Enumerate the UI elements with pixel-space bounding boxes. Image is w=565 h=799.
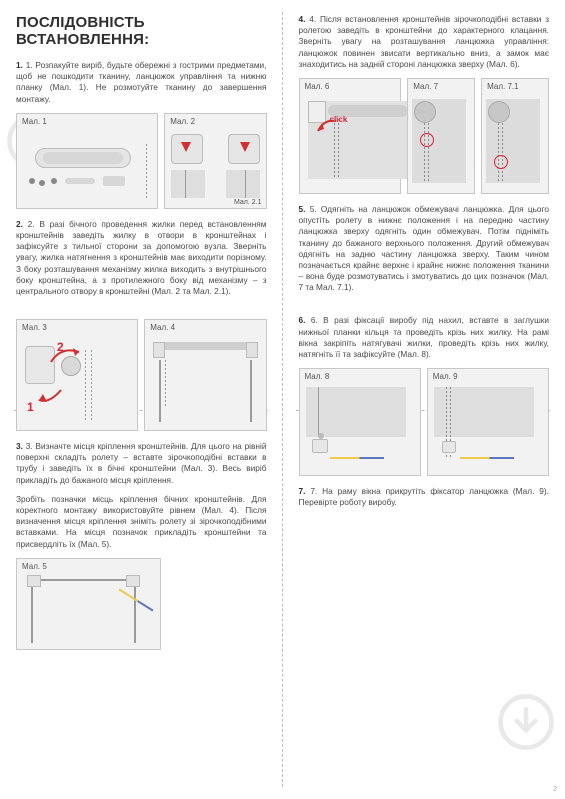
- figure-8-caption: Мал. 8: [305, 372, 330, 381]
- figure-row-r1: Мал. 6 click Мал. 7 Мал. 7.1: [299, 78, 550, 194]
- step-4-text: 4. 4. Після встановлення кронштейнів зір…: [299, 14, 550, 70]
- figure-1: Мал. 1: [16, 113, 158, 209]
- figure-21-caption: Мал. 2.1: [234, 199, 262, 206]
- figure-3: Мал. 3 2 1: [16, 319, 138, 431]
- step-7-text: 7. 7. На раму вікна прикрутіть фіксатор …: [299, 486, 550, 508]
- figure-4: Мал. 4: [144, 319, 266, 431]
- arrow-1-label: 1: [27, 400, 34, 414]
- step-5-text: 5. 5. Одягніть на ланцюжок обмежувачі ла…: [299, 204, 550, 294]
- figure-71: Мал. 7.1: [481, 78, 549, 194]
- left-column: ПОСЛІДОВНІСТЬ ВСТАНОВЛЕННЯ: 1. 1. Розпак…: [0, 0, 283, 799]
- figure-7: Мал. 7: [407, 78, 475, 194]
- figure-3-caption: Мал. 3: [22, 323, 47, 332]
- step-3b-text: Зробіть позначки місць кріплення бічних …: [16, 494, 267, 550]
- page-title: ПОСЛІДОВНІСТЬ ВСТАНОВЛЕННЯ:: [16, 14, 267, 48]
- step-1-text: 1. 1. Розпакуйте виріб, будьте обережні …: [16, 60, 267, 105]
- figure-5: Мал. 5: [16, 558, 161, 650]
- figure-71-caption: Мал. 7.1: [487, 82, 518, 91]
- figure-row-2: Мал. 3 2 1 Мал. 4: [16, 319, 267, 431]
- figure-8: Мал. 8: [299, 368, 421, 476]
- figure-9: Мал. 9: [427, 368, 549, 476]
- figure-2-caption: Мал. 2: [170, 117, 195, 126]
- page-number: 2: [553, 786, 557, 793]
- figure-2: Мал. 2 Мал. 2.1: [164, 113, 266, 209]
- figure-row-3: Мал. 5: [16, 558, 267, 650]
- step-2-text: 2. 2. В разі бічного проведення жилки пе…: [16, 219, 267, 297]
- step-3a-text: 3. 3. Визначте місця кріплення кронштейн…: [16, 441, 267, 486]
- figure-6-caption: Мал. 6: [305, 82, 330, 91]
- figure-6: Мал. 6 click: [299, 78, 402, 194]
- step-6-text: 6. 6. В разі фіксації виробу під нахил, …: [299, 315, 550, 360]
- figure-9-caption: Мал. 9: [433, 372, 458, 381]
- figure-5-caption: Мал. 5: [22, 562, 47, 571]
- figure-4-caption: Мал. 4: [150, 323, 175, 332]
- figure-row-r2: Мал. 8 Мал. 9: [299, 368, 550, 476]
- figure-7-caption: Мал. 7: [413, 82, 438, 91]
- figure-row-1: Мал. 1 Мал. 2 Мал. 2.1: [16, 113, 267, 209]
- figure-1-caption: Мал. 1: [22, 117, 47, 126]
- right-column: 4. 4. Після встановлення кронштейнів зір…: [283, 0, 565, 799]
